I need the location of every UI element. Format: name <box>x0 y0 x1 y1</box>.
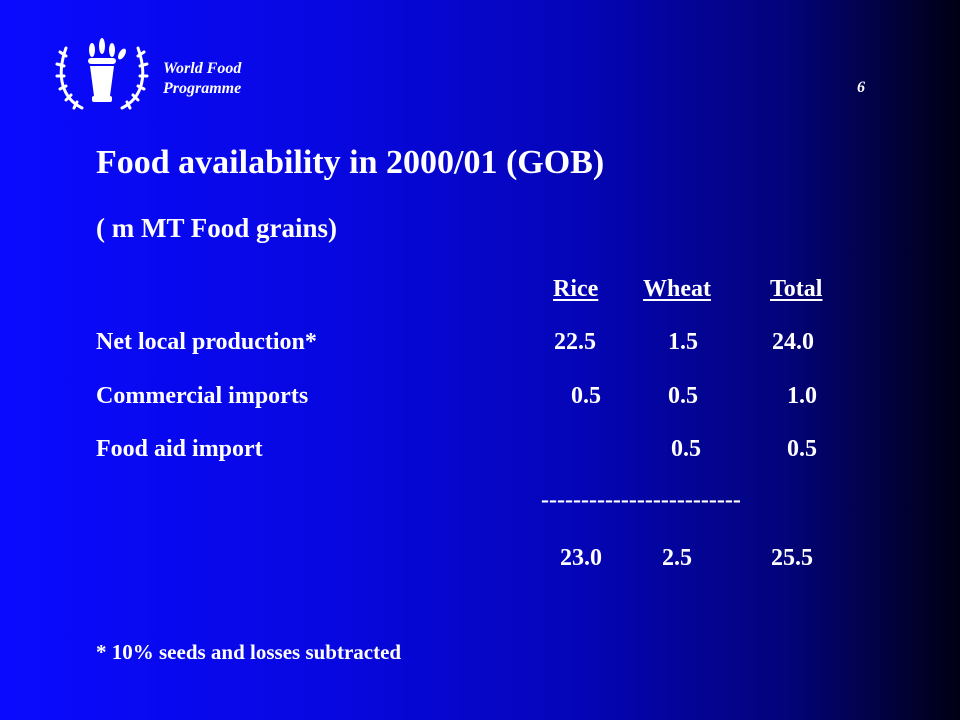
total-wheat: 2.5 <box>662 545 692 571</box>
table-header: Rice Wheat Total <box>0 276 960 316</box>
page-number: 6 <box>857 79 865 96</box>
col-header-rice: Rice <box>553 276 599 302</box>
wfp-emblem-icon-graphic <box>55 38 149 110</box>
total-rice: 23.0 <box>560 545 602 571</box>
col-header-wheat: Wheat <box>643 276 711 302</box>
cell-total: 0.5 <box>787 436 817 462</box>
cell-rice: 22.5 <box>554 329 596 355</box>
cell-wheat: 1.5 <box>668 329 698 355</box>
slide-title: Food availability in 2000/01 (GOB) <box>96 144 605 181</box>
table-row: Food aid import 0.5 0.5 <box>0 436 960 476</box>
cell-rice: 0.5 <box>571 383 601 409</box>
wfp-emblem-icon <box>52 36 152 116</box>
row-label: Food aid import <box>96 436 263 462</box>
cell-wheat: 0.5 <box>671 436 701 462</box>
cell-total: 1.0 <box>787 383 817 409</box>
cell-total: 24.0 <box>772 329 814 355</box>
table-separator: ------------------------- <box>541 487 741 513</box>
org-name: World Food Programme <box>163 59 241 99</box>
footnote: * 10% seeds and losses subtracted <box>96 640 402 664</box>
org-name-line2: Programme <box>163 80 242 97</box>
row-label: Commercial imports <box>96 383 309 409</box>
total-total: 25.5 <box>771 545 813 571</box>
row-label: Net local production* <box>96 329 317 355</box>
col-header-total: Total <box>770 276 823 302</box>
cell-wheat: 0.5 <box>668 383 698 409</box>
table-row: Commercial imports 0.5 0.5 1.0 <box>0 383 960 423</box>
org-name-line1: World Food <box>163 60 242 77</box>
slide-subtitle: ( m MT Food grains) <box>96 213 337 243</box>
table-row: Net local production* 22.5 1.5 24.0 <box>0 329 960 369</box>
table-totals-row: 23.0 2.5 25.5 <box>0 545 960 585</box>
